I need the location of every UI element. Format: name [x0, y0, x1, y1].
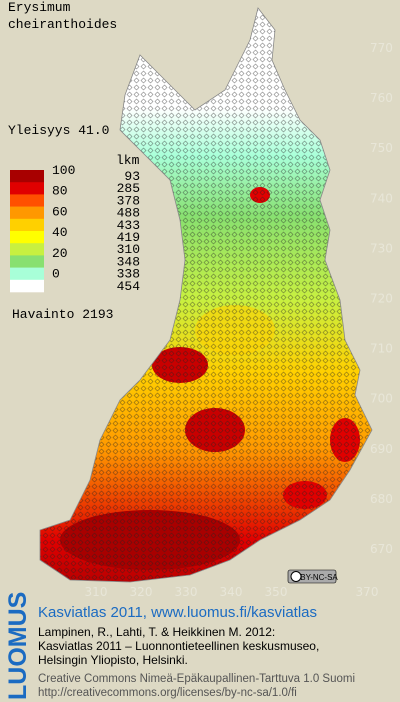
legend-scale-label: 40: [52, 225, 68, 240]
legend-scale-label: 100: [52, 163, 75, 178]
grid-labels: 770 760 750 740 730 720 710 700 690 680 670 310 320 3…: [85, 41, 393, 599]
license-line: http://creativecommons.org/licenses/by-n…: [38, 687, 297, 699]
legend-scale-label: 60: [52, 204, 68, 219]
legend-count: 348: [117, 254, 140, 269]
east-label: 350: [265, 585, 288, 599]
legend-count: 285: [117, 181, 140, 196]
east-label: 340: [220, 585, 243, 599]
legend-swatch: [10, 243, 44, 256]
legend-scale-label: 80: [52, 184, 68, 199]
citation-line: Lampinen, R., Lahti, T. & Heikkinen M. 2…: [38, 625, 275, 639]
north-label: 690: [370, 442, 393, 456]
north-label: 720: [370, 292, 393, 306]
legend-swatch: [10, 182, 44, 195]
legend-scale-label: 0: [52, 267, 60, 282]
north-label: 680: [370, 492, 393, 506]
legend-count: 433: [117, 218, 140, 233]
headline: Kasviatlas 2011, www.luomus.fi/kasviatla…: [38, 604, 317, 621]
legend-count: 338: [117, 267, 140, 282]
legend-swatch: [10, 206, 44, 220]
frequency: Yleisyys 41.0: [8, 123, 109, 138]
brand: LUOMUS: [4, 592, 32, 700]
legend-swatch: [10, 218, 44, 232]
species-epithet: cheiranthoides: [8, 17, 117, 32]
east-label: 320: [130, 585, 153, 599]
species-genus: Erysimum: [8, 0, 71, 15]
east-label: 330: [175, 585, 198, 599]
legend-swatch: [10, 279, 44, 293]
legend-count: 454: [117, 279, 141, 294]
license-badge-text: BY-NC-SA: [300, 573, 338, 582]
legend-swatch: [10, 255, 44, 268]
legend-swatch: [10, 170, 44, 183]
legend-count: 310: [117, 242, 140, 257]
north-label: 730: [370, 241, 393, 255]
legend-count: 419: [117, 230, 140, 245]
legend-swatch: [10, 267, 44, 281]
footer: Lampinen, R., Lahti, T. & Heikkinen M. 2…: [38, 625, 355, 699]
cc-icon: [290, 571, 302, 582]
east-label: 310: [85, 585, 108, 599]
legend-count: 378: [117, 193, 140, 208]
north-label: 770: [370, 41, 393, 55]
legend-count: 93: [124, 169, 140, 184]
observations: Havainto 2193: [12, 307, 113, 322]
east-label: 370: [356, 585, 379, 599]
legend-count: 488: [117, 206, 140, 221]
north-label: 760: [370, 91, 393, 105]
north-label: 710: [370, 342, 393, 356]
north-label: 740: [370, 191, 393, 205]
north-label: 700: [370, 392, 393, 406]
count-header: lkm: [116, 153, 140, 168]
legend-swatch: [10, 194, 44, 207]
license-line: Creative Commons Nimeä-Epäkaupallinen-Ta…: [38, 673, 355, 685]
north-label: 750: [370, 141, 393, 155]
legend-scale-label: 20: [52, 246, 68, 261]
citation-line: Helsingin Yliopisto, Helsinki.: [38, 653, 188, 667]
north-label: 670: [370, 542, 393, 556]
legend-swatch: [10, 231, 44, 244]
citation-line: Kasviatlas 2011 – Luonnontieteellinen ke…: [38, 639, 319, 653]
